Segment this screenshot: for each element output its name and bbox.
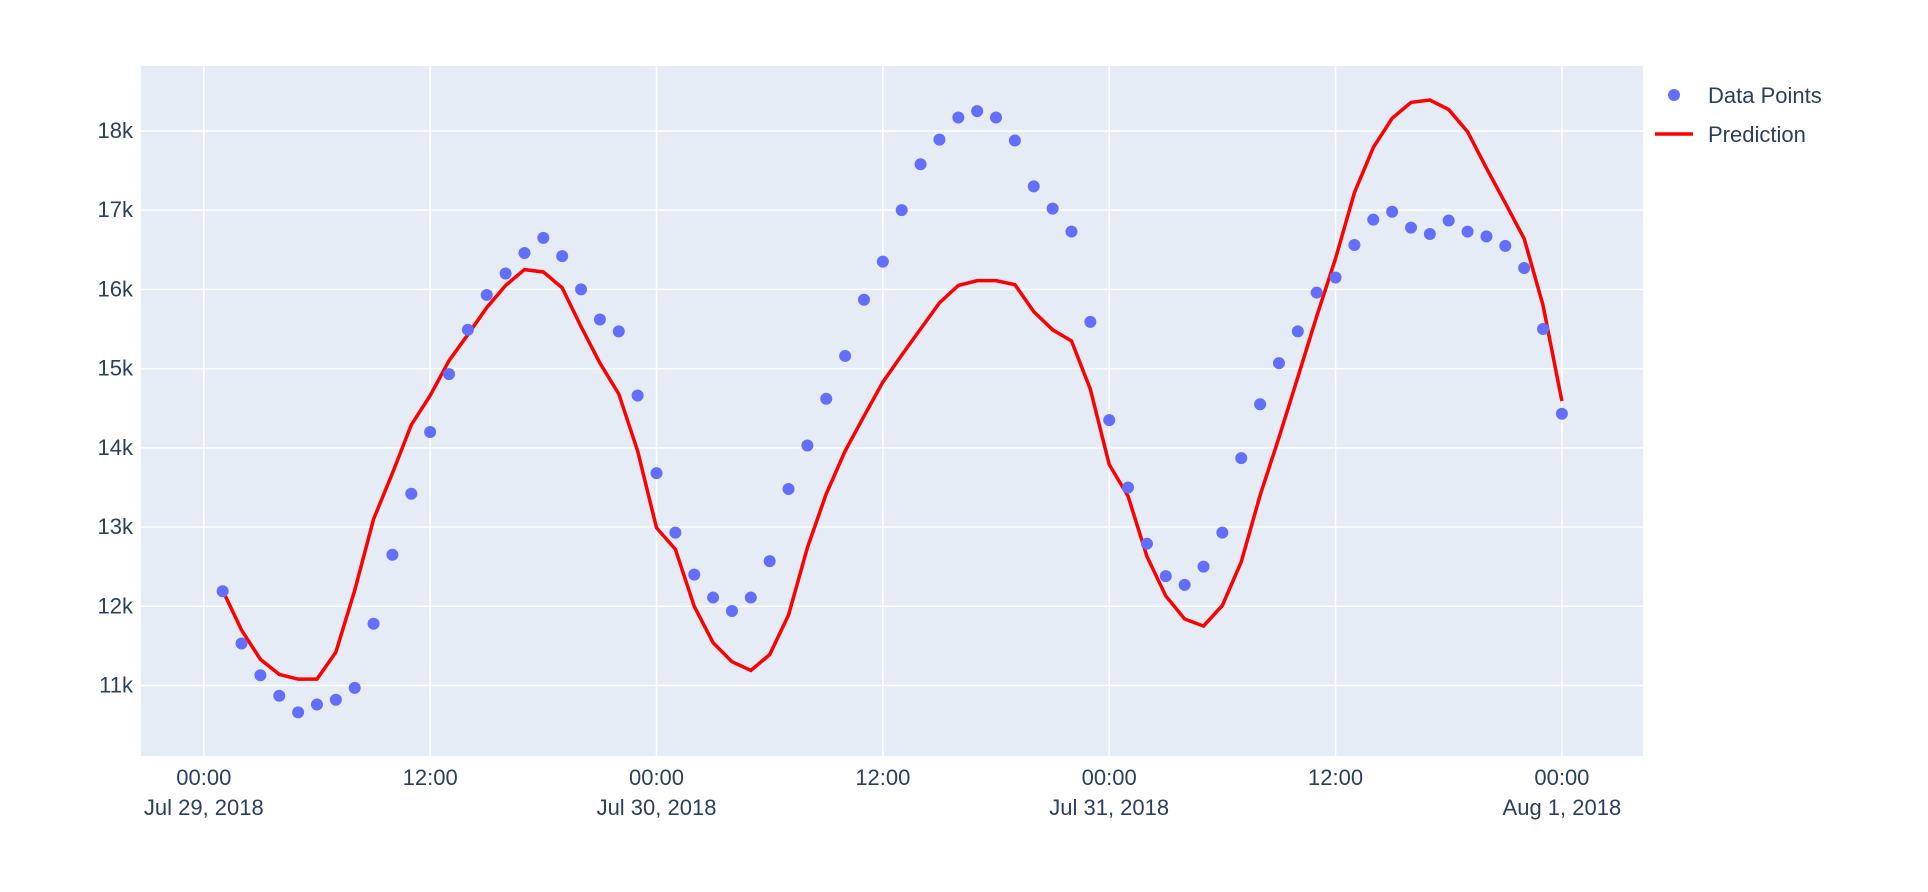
- data-point: [914, 158, 927, 171]
- data-point: [593, 313, 606, 326]
- data-point: [763, 555, 776, 568]
- y-tick-label: 14k: [98, 435, 134, 460]
- data-point: [518, 246, 531, 259]
- data-point: [1122, 481, 1135, 494]
- x-tick-label: 00:00: [629, 765, 684, 790]
- data-point: [1216, 526, 1229, 539]
- y-tick-label: 16k: [98, 276, 134, 301]
- x-tick-label: 12:00: [855, 765, 910, 790]
- data-point: [707, 591, 720, 604]
- data-point: [443, 368, 456, 381]
- data-point: [1310, 286, 1323, 299]
- data-point: [1518, 262, 1531, 275]
- data-point: [631, 389, 644, 402]
- data-point: [1499, 239, 1512, 252]
- data-point: [895, 204, 908, 217]
- x-tick-date-label: Jul 30, 2018: [597, 795, 717, 820]
- y-tick-label: 11k: [99, 672, 134, 697]
- data-point: [1065, 225, 1078, 238]
- data-point: [1461, 225, 1474, 238]
- data-point: [537, 231, 550, 244]
- x-tick-date-label: Jul 29, 2018: [144, 795, 264, 820]
- data-point: [480, 288, 493, 301]
- data-point: [1272, 357, 1285, 370]
- y-tick-label: 13k: [98, 514, 134, 539]
- data-point: [876, 255, 889, 268]
- data-point: [1008, 134, 1021, 147]
- data-point: [292, 706, 305, 719]
- data-point: [575, 283, 588, 296]
- data-point: [782, 483, 795, 496]
- legend-marker-data-points: [1668, 89, 1680, 101]
- data-point: [348, 681, 361, 694]
- data-point: [1178, 578, 1191, 591]
- data-point: [461, 323, 474, 336]
- data-point: [933, 133, 946, 146]
- data-point: [971, 105, 984, 118]
- data-point: [424, 425, 437, 438]
- data-point: [405, 487, 418, 500]
- data-point: [990, 111, 1003, 124]
- data-point: [820, 392, 833, 405]
- data-point: [1159, 570, 1172, 583]
- x-tick-date-label: Jul 31, 2018: [1049, 795, 1169, 820]
- data-point: [1046, 202, 1059, 215]
- prediction-line: [221, 98, 1564, 681]
- data-point: [1254, 398, 1267, 411]
- x-tick-label: 12:00: [403, 765, 458, 790]
- data-point: [1291, 325, 1304, 338]
- data-point: [1367, 213, 1380, 226]
- data-point: [273, 689, 286, 702]
- data-point: [1423, 227, 1436, 240]
- data-point: [1329, 271, 1342, 284]
- data-point: [744, 591, 757, 604]
- legend-label-data-points: Data Points: [1708, 83, 1822, 108]
- data-point: [329, 693, 342, 706]
- data-point: [669, 526, 682, 539]
- data-point: [556, 250, 569, 263]
- data-point: [1235, 452, 1248, 465]
- data-point: [310, 698, 323, 711]
- y-tick-label: 17k: [98, 197, 134, 222]
- data-point: [1027, 180, 1040, 193]
- data-point: [612, 325, 625, 338]
- data-point: [1480, 230, 1493, 243]
- data-point: [254, 669, 267, 682]
- data-point: [1197, 560, 1210, 573]
- data-point: [235, 637, 248, 650]
- data-point: [801, 439, 814, 452]
- y-tick-label: 18k: [98, 118, 134, 143]
- data-point: [650, 467, 663, 480]
- data-point: [952, 111, 965, 124]
- legend-label-prediction: Prediction: [1708, 122, 1806, 147]
- data-point: [367, 617, 380, 630]
- x-tick-label: 12:00: [1308, 765, 1363, 790]
- data-point: [386, 548, 399, 561]
- data-point: [1555, 407, 1568, 420]
- plot-area: [141, 66, 1643, 756]
- data-point: [857, 293, 870, 306]
- data-point: [1404, 221, 1417, 234]
- data-point: [1140, 537, 1153, 550]
- data-point: [839, 349, 852, 362]
- data-point: [688, 568, 701, 581]
- x-tick-date-label: Aug 1, 2018: [1503, 795, 1622, 820]
- data-point: [1537, 323, 1550, 336]
- data-point: [1442, 214, 1455, 227]
- data-point: [499, 267, 512, 280]
- x-tick-label: 00:00: [1082, 765, 1137, 790]
- data-point: [1103, 414, 1116, 427]
- y-tick-label: 12k: [98, 593, 134, 618]
- data-point: [1084, 315, 1097, 328]
- x-tick-label: 00:00: [176, 765, 231, 790]
- data-point: [216, 585, 229, 598]
- y-tick-label: 15k: [98, 356, 134, 381]
- data-point: [1386, 205, 1399, 218]
- x-tick-label: 00:00: [1534, 765, 1589, 790]
- data-point: [725, 605, 738, 618]
- data-point: [1348, 239, 1361, 252]
